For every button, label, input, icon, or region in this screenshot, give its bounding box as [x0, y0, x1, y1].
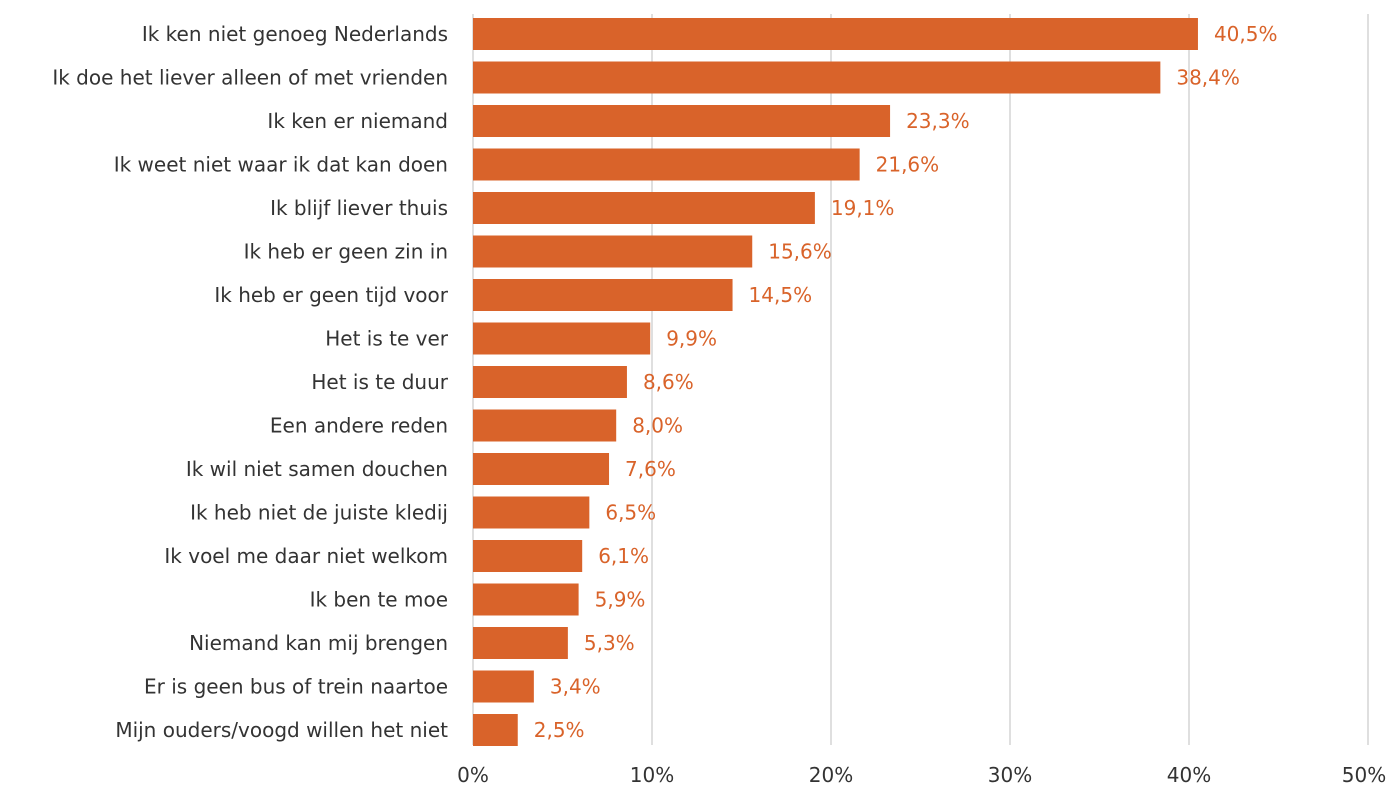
category-label: Ik heb niet de juiste kledij	[190, 501, 448, 525]
data-label: 15,6%	[768, 240, 832, 264]
category-label: Er is geen bus of trein naartoe	[144, 675, 448, 699]
category-label: Het is te ver	[325, 327, 449, 351]
bar	[473, 61, 1161, 94]
bar	[473, 192, 815, 224]
data-label: 8,6%	[643, 370, 694, 394]
category-label: Mijn ouders/voogd willen het niet	[115, 718, 448, 742]
bar	[473, 148, 860, 181]
data-label: 9,9%	[666, 327, 717, 351]
bar	[473, 453, 610, 485]
category-label: Ik heb er geen zin in	[244, 240, 448, 264]
category-label: Ik voel me daar niet welkom	[164, 544, 448, 568]
data-label: 38,4%	[1176, 66, 1240, 90]
data-label: 23,3%	[906, 109, 970, 133]
bar	[473, 583, 579, 616]
data-label: 5,9%	[595, 588, 646, 612]
bar	[473, 670, 534, 703]
bar	[473, 18, 1198, 50]
bar	[473, 279, 733, 311]
value-labels: 40,5% 38,4% 23,3% 21,6% 19,1% 15,6% 14,5% 9,9% 8…	[534, 22, 1278, 742]
category-label: Ik ken niet genoeg Nederlands	[142, 22, 448, 46]
category-label: Ik wil niet samen douchen	[186, 457, 448, 481]
category-label: Een andere reden	[270, 414, 448, 438]
data-label: 21,6%	[876, 153, 940, 177]
bar	[473, 322, 651, 355]
x-tick-label: 30%	[988, 763, 1032, 785]
category-labels: Ik ken niet genoeg Nederlands Ik doe het …	[52, 22, 448, 742]
bar	[473, 366, 627, 398]
data-label: 6,5%	[605, 501, 656, 525]
data-label: 2,5%	[534, 718, 585, 742]
bar	[473, 496, 590, 529]
category-label: Ik doe het liever alleen of met vrienden	[52, 66, 448, 90]
x-tick-label: 40%	[1167, 763, 1211, 785]
x-tick-label: 10%	[630, 763, 674, 785]
data-label: 40,5%	[1214, 22, 1278, 46]
category-label: Ik heb er geen tijd voor	[214, 283, 448, 307]
bar	[473, 540, 583, 572]
bar	[473, 105, 891, 137]
category-label: Ik blijf liever thuis	[270, 196, 448, 220]
category-label: Niemand kan mij brengen	[189, 631, 448, 655]
data-label: 8,0%	[632, 414, 683, 438]
data-label: 19,1%	[831, 196, 895, 220]
bar	[473, 627, 568, 659]
x-axis-ticks: 0% 10% 20% 30% 40% 50%	[457, 763, 1386, 785]
bar	[473, 235, 753, 268]
category-label: Ik ben te moe	[310, 588, 448, 612]
data-label: 6,1%	[598, 544, 649, 568]
bars	[473, 18, 1198, 746]
data-label: 7,6%	[625, 457, 676, 481]
bar	[473, 409, 617, 442]
data-label: 5,3%	[584, 631, 635, 655]
bar	[473, 714, 518, 746]
category-label: Ik weet niet waar ik dat kan doen	[114, 153, 448, 177]
category-label: Het is te duur	[311, 370, 448, 394]
x-tick-label: 0%	[457, 763, 489, 785]
x-tick-label: 20%	[809, 763, 853, 785]
data-label: 14,5%	[749, 283, 813, 307]
x-tick-label: 50%	[1342, 763, 1386, 785]
data-label: 3,4%	[550, 675, 601, 699]
category-label: Ik ken er niemand	[267, 109, 448, 133]
